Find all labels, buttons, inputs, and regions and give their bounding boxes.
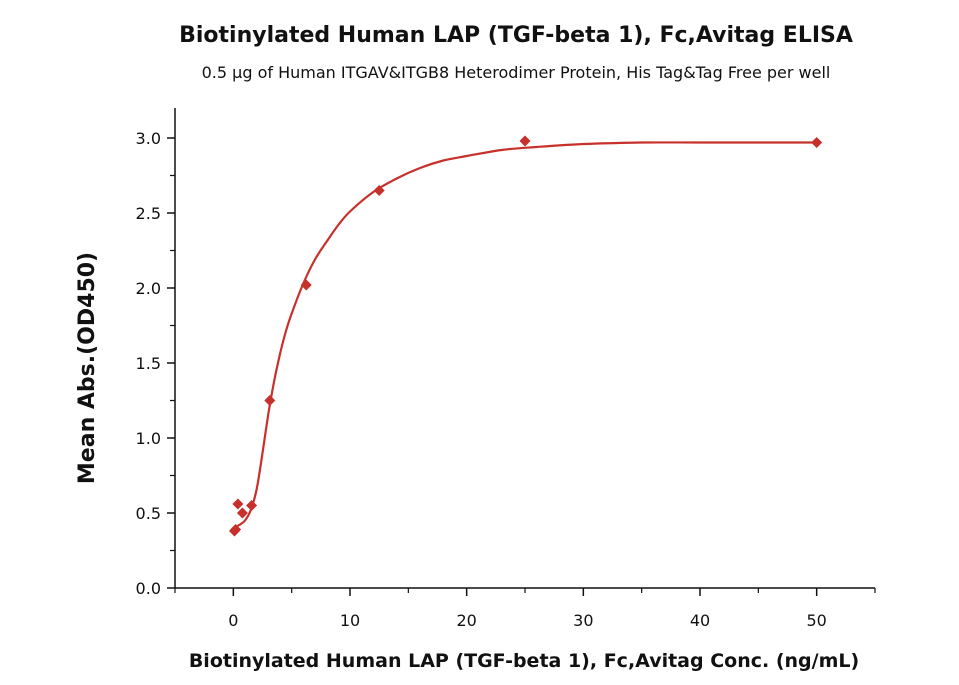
y-tick-label: 0.5	[136, 504, 161, 523]
x-axis-ticks: 0 10 20 30 40 50	[174, 588, 876, 630]
data-point	[230, 524, 242, 535]
data-point	[811, 137, 823, 148]
y-tick-label: 2.5	[136, 204, 161, 223]
x-tick-label: 40	[690, 611, 710, 630]
x-tick-label: 30	[573, 611, 593, 630]
x-tick-label: 0	[228, 611, 238, 630]
data-point	[373, 185, 385, 196]
data-point	[246, 500, 258, 511]
data-point	[232, 498, 244, 510]
chart-title: Biotinylated Human LAP (TGF-beta 1), Fc,…	[179, 23, 853, 48]
data-point	[519, 135, 531, 147]
x-tick-label: 10	[340, 611, 360, 630]
y-tick-label: 1.5	[136, 354, 161, 373]
data-point	[264, 395, 276, 406]
x-axis-label: Biotinylated Human LAP (TGF-beta 1), Fc,…	[189, 650, 859, 672]
fit-curve	[232, 141, 817, 529]
y-axis-label: Mean Abs.(OD450)	[75, 252, 100, 484]
y-tick-label: 0.0	[136, 579, 161, 598]
x-tick-label: 50	[806, 611, 826, 630]
y-tick-label: 3.0	[136, 129, 161, 148]
chart-subtitle: 0.5 µg of Human ITGAV&ITGB8 Heterodimer …	[202, 63, 831, 82]
data-points	[228, 135, 823, 537]
axes	[174, 108, 875, 589]
y-axis-ticks: 0.0 0.5 1.0 1.5 2.0 2.5 3.0	[136, 129, 175, 598]
data-point	[300, 279, 312, 291]
data-point	[236, 507, 248, 519]
y-tick-label: 2.0	[136, 279, 161, 298]
x-tick-label: 20	[456, 611, 476, 630]
y-tick-label: 1.0	[136, 429, 161, 448]
